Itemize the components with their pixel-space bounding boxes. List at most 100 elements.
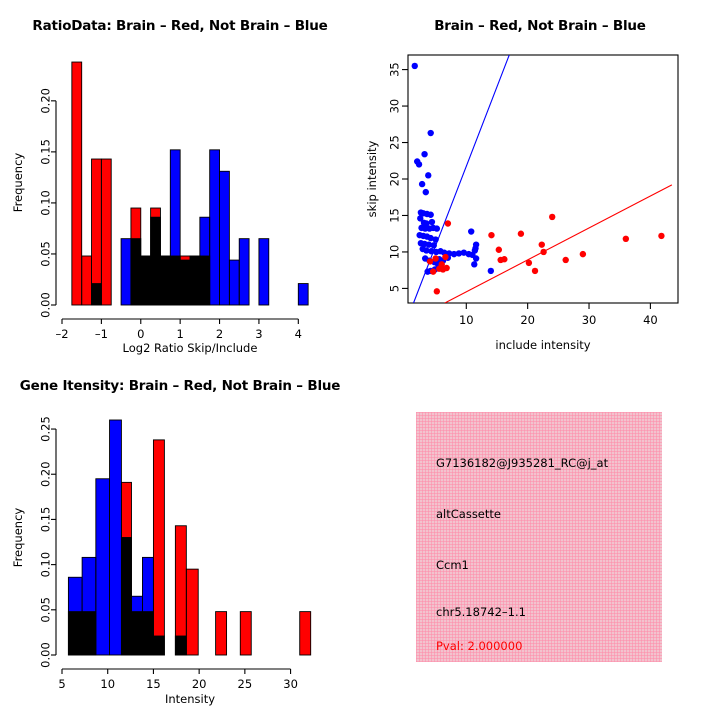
data-point — [424, 268, 431, 275]
x-tick-label: 10 — [100, 677, 115, 691]
data-point — [443, 264, 450, 272]
histogram-bar — [297, 283, 309, 306]
x-tick-label: 2 — [216, 327, 223, 341]
gene-info-box: G7136182@J935281_RC@j_at altCassette Ccm… — [416, 412, 662, 662]
y-tick-label: 0.00 — [39, 292, 53, 318]
data-point — [468, 228, 475, 235]
histogram-bar — [109, 419, 122, 656]
y-axis-title: Frequency — [11, 153, 25, 213]
histogram-bar — [185, 568, 199, 656]
histogram-bar — [169, 149, 181, 306]
data-point — [432, 255, 439, 262]
locus-label: chr5.18742–1.1 — [436, 605, 526, 619]
data-point — [423, 247, 430, 254]
data-point — [497, 256, 504, 264]
data-point — [460, 249, 468, 256]
histogram-bar — [91, 158, 102, 306]
x-tick-label: 1 — [176, 327, 183, 341]
histogram-bar — [140, 255, 152, 306]
histogram-bar — [81, 255, 92, 306]
probe-id-label: G7136182@J935281_RC@j_at — [436, 456, 609, 470]
x-tick-label: 15 — [146, 677, 161, 691]
histogram-bar — [199, 216, 211, 306]
x-tick-label: 0 — [137, 327, 144, 341]
data-point — [444, 220, 452, 227]
data-point — [423, 220, 430, 227]
data-point — [471, 261, 478, 268]
histogram-bar — [120, 481, 132, 656]
y-tick-label: 0.10 — [39, 190, 53, 216]
y-tick-label: 0.20 — [39, 461, 53, 487]
data-point — [415, 161, 423, 168]
x-tick-label: 25 — [238, 677, 253, 691]
data-point — [525, 259, 533, 267]
data-point — [472, 255, 480, 262]
panel-ratio-histogram: RatioData: Brain – Red, Not Brain – Blue… — [0, 0, 360, 360]
x-tick-label: –2 — [55, 327, 68, 341]
x-tick-label: 20 — [192, 677, 207, 691]
data-point — [418, 180, 426, 188]
data-point — [622, 235, 630, 243]
data-point — [433, 288, 441, 295]
data-point — [422, 188, 429, 196]
data-point — [517, 230, 525, 237]
data-point — [429, 268, 437, 275]
y-tick-label: 0.10 — [39, 552, 53, 578]
histogram-bar — [160, 255, 171, 306]
data-point — [455, 250, 463, 257]
data-point — [433, 225, 441, 232]
scatter-x-axis: 10 20 30 40 — [459, 303, 658, 327]
y-tick-label: 0.20 — [39, 88, 53, 114]
data-point — [442, 253, 449, 261]
data-point — [487, 267, 495, 275]
scatter-title: Brain – Red, Not Brain – Blue — [434, 18, 646, 34]
x-axis-title: Log2 Ratio Skip/Include — [123, 341, 258, 355]
data-point — [428, 218, 436, 226]
histogram-bar — [299, 611, 312, 656]
intensity-histogram-title: Gene Itensity: Brain – Red, Not Brain – … — [19, 378, 341, 394]
x-tick-label: 5 — [58, 677, 65, 691]
panel-gene-info: G7136182@J935281_RC@j_at altCassette Ccm… — [360, 360, 720, 720]
data-point — [540, 248, 547, 256]
histogram-bar — [142, 611, 154, 656]
y-tick-label: 10 — [388, 245, 402, 260]
data-point — [438, 261, 445, 268]
histogram-bar — [152, 439, 165, 656]
data-point — [427, 129, 434, 137]
histogram-bar — [150, 216, 161, 306]
data-point — [417, 215, 424, 222]
data-point — [411, 62, 418, 70]
event-type-label: altCassette — [436, 507, 501, 521]
ratio-histogram-plot: 0.00 0.05 0.10 0.15 0.20 Frequency –2 –1 0 1 2 3 4 Lo… — [11, 61, 309, 355]
y-tick-label: 15 — [388, 208, 402, 223]
histogram-bar — [131, 611, 143, 656]
data-point — [531, 267, 539, 275]
fit-line — [413, 55, 510, 303]
panel-intensity-histogram: Gene Itensity: Brain – Red, Not Brain – … — [0, 360, 360, 720]
histogram-bar — [209, 149, 220, 306]
y-axis-title: Frequency — [11, 508, 25, 568]
x-axis-title: include intensity — [495, 338, 590, 352]
data-point — [658, 232, 665, 240]
histogram-bar — [239, 611, 252, 656]
y-tick-label: 0.25 — [39, 416, 53, 442]
data-point — [432, 236, 439, 243]
scatter-content — [411, 55, 673, 303]
x-tick-label: 3 — [255, 327, 262, 341]
scatter-plot: 5 10 15 20 25 30 35 skip intensity 10 20 30 40 inclu… — [365, 54, 679, 352]
histogram-bar — [67, 611, 83, 656]
data-point — [428, 248, 435, 255]
data-point — [495, 246, 503, 253]
ratio-bars — [71, 61, 309, 306]
data-point — [472, 245, 479, 252]
histogram-bar — [219, 170, 230, 306]
intensity-histogram-plot: 0.00 0.05 0.10 0.15 0.20 0.25 Frequency 5 10 15 20… — [11, 416, 312, 706]
x-tick-label: 4 — [295, 327, 302, 341]
data-point — [579, 250, 587, 258]
x-tick-label: –1 — [95, 327, 108, 341]
data-point — [430, 242, 437, 249]
x-tick-label: 10 — [459, 313, 474, 327]
histogram-bar — [71, 61, 83, 306]
x-tick-label: 20 — [520, 313, 535, 327]
